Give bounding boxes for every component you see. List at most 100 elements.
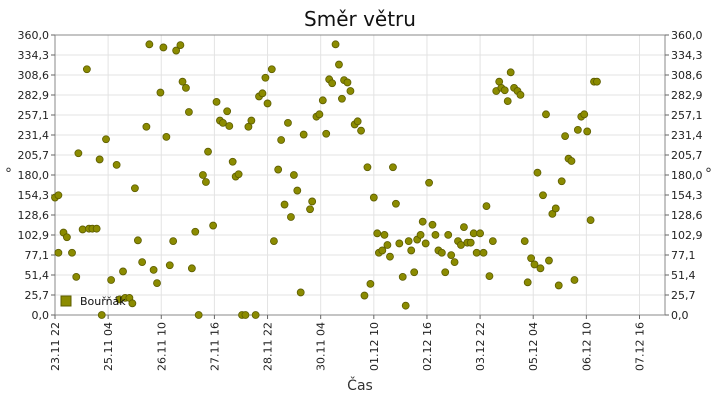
- data-point: [296, 288, 305, 297]
- data-point: [557, 177, 566, 186]
- x-tick-label: 07.12 16: [633, 322, 646, 371]
- data-point: [315, 110, 324, 119]
- legend-label: Bouřňák: [80, 295, 126, 308]
- x-tick-label: 06.12 10: [580, 322, 593, 371]
- data-point: [506, 68, 515, 77]
- y-tick-label-right: 334,3: [671, 49, 703, 62]
- legend: Bouřňák: [60, 295, 126, 308]
- data-point: [194, 311, 203, 319]
- data-point: [247, 116, 256, 125]
- data-point: [318, 96, 327, 105]
- data-point: [450, 258, 459, 267]
- data-point: [469, 229, 478, 238]
- y-axis-ticks: 0,0 0,0 25,7 25,7 51,4 51,4 77,1 77,1 102,9 102,9…: [18, 29, 703, 322]
- data-point: [322, 129, 331, 138]
- data-point: [133, 236, 142, 245]
- data-point: [476, 229, 484, 238]
- data-point: [369, 193, 378, 202]
- data-point: [191, 227, 200, 236]
- data-point: [199, 171, 207, 179]
- data-point: [258, 89, 267, 98]
- data-point: [289, 171, 298, 179]
- y-tick-label-right: 257,1: [671, 109, 703, 122]
- data-point: [128, 299, 137, 308]
- x-tick-label: 30.11 04: [315, 322, 328, 371]
- data-point: [418, 217, 427, 226]
- data-point: [261, 73, 270, 82]
- data-point: [165, 261, 174, 270]
- data-point: [530, 260, 539, 269]
- y-axis-title-right: °: [705, 166, 712, 182]
- data-point: [54, 191, 63, 200]
- y-tick-label-right: 308,6: [671, 69, 703, 82]
- data-point: [353, 117, 362, 126]
- y-tick-label-right: 231,4: [671, 129, 703, 142]
- x-tick-label: 02.12 16: [421, 322, 434, 371]
- data-point: [570, 276, 579, 284]
- data-point: [482, 202, 491, 211]
- grid: [54, 34, 665, 316]
- x-tick-label: 01.12 10: [368, 322, 381, 371]
- data-point: [380, 230, 389, 239]
- data-point: [444, 230, 453, 239]
- data-point: [338, 94, 346, 103]
- x-tick-label: 26.11 10: [155, 322, 168, 371]
- y-tick-label: 308,6: [18, 69, 50, 82]
- data-point: [149, 265, 158, 274]
- y-tick-label: 282,9: [18, 89, 50, 102]
- x-tick-label: 03.12 22: [474, 322, 487, 371]
- data-point: [145, 40, 154, 49]
- data-point: [244, 122, 253, 131]
- data-point: [472, 248, 481, 257]
- data-point: [204, 147, 212, 156]
- data-point: [437, 248, 446, 257]
- data-point: [212, 97, 221, 106]
- y-tick-label-right: 0,0: [671, 309, 689, 322]
- data-point: [366, 279, 375, 288]
- data-point: [551, 204, 560, 213]
- data-point: [223, 107, 232, 116]
- data-point: [74, 149, 83, 158]
- data-point: [331, 40, 340, 49]
- y-tick-label-right: 51,4: [671, 269, 696, 282]
- y-tick-label-right: 25,7: [671, 289, 696, 302]
- data-point: [527, 254, 535, 263]
- data-point: [533, 168, 542, 177]
- data-point: [270, 237, 278, 246]
- data-point: [516, 90, 525, 99]
- data-point: [209, 221, 218, 230]
- y-tick-label: 51,4: [25, 269, 50, 282]
- data-point: [373, 229, 382, 238]
- data-point: [536, 264, 545, 273]
- data-point: [251, 311, 260, 319]
- data-point: [343, 78, 352, 87]
- data-point: [263, 99, 272, 108]
- data-point: [357, 126, 365, 135]
- data-point: [306, 205, 314, 214]
- data-point: [360, 291, 369, 300]
- data-point: [82, 65, 91, 74]
- data-point: [398, 272, 407, 281]
- x-tick-label: 23.11 22: [49, 322, 62, 371]
- y-tick-label-right: 128,6: [671, 209, 703, 222]
- data-point: [102, 135, 110, 144]
- data-point: [593, 77, 601, 86]
- data-point: [539, 191, 547, 200]
- data-point: [92, 224, 101, 233]
- x-tick-label: 25.11 04: [102, 322, 115, 371]
- y-tick-label: 205,7: [18, 149, 50, 162]
- data-point: [580, 110, 589, 119]
- y-tick-label: 128,6: [18, 209, 50, 222]
- data-point: [428, 220, 437, 229]
- y-tick-label: 334,3: [18, 49, 50, 62]
- y-tick-label: 257,1: [18, 109, 50, 122]
- y-axis-title: °: [5, 166, 12, 182]
- data-point: [548, 209, 557, 218]
- data-point: [267, 65, 276, 74]
- data-point: [378, 246, 387, 255]
- data-point: [386, 252, 394, 261]
- data-point: [335, 60, 343, 69]
- data-point: [567, 157, 576, 165]
- data-point: [586, 216, 595, 225]
